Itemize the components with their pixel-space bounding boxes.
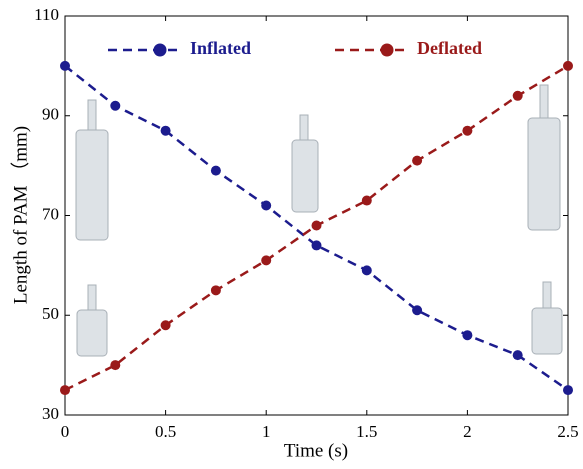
pam-photo xyxy=(299,114,309,141)
x-axis-label: Time (s) xyxy=(284,440,348,461)
data-point xyxy=(412,155,423,166)
pam-photo xyxy=(539,84,549,119)
data-point xyxy=(311,220,322,231)
data-point xyxy=(160,125,171,136)
data-point xyxy=(462,125,473,136)
y-tick-label: 50 xyxy=(42,304,59,323)
data-point xyxy=(512,90,523,101)
legend-label: Inflated xyxy=(190,38,251,58)
plot-frame xyxy=(64,15,569,416)
data-point xyxy=(210,285,221,296)
data-point xyxy=(60,60,70,71)
data-point xyxy=(563,60,573,71)
x-tick-label: 1 xyxy=(262,422,271,441)
pam-photo xyxy=(87,284,97,311)
pam-photos xyxy=(75,84,563,357)
data-point xyxy=(60,385,70,396)
legend-marker xyxy=(380,43,394,57)
data-point xyxy=(563,385,573,396)
data-point xyxy=(210,165,221,176)
data-point xyxy=(361,195,372,206)
data-point xyxy=(512,350,523,361)
pam-photo xyxy=(542,281,552,309)
data-point xyxy=(311,240,322,251)
y-tick-label: 90 xyxy=(42,105,59,124)
y-tick-label: 30 xyxy=(42,404,59,423)
pam-photo xyxy=(75,129,109,241)
legend-label: Deflated xyxy=(417,38,482,58)
x-tick-label: 1.5 xyxy=(356,422,377,441)
pam-photo xyxy=(531,307,563,355)
pam-photo xyxy=(76,309,108,357)
pam-photo xyxy=(527,117,561,231)
data-point xyxy=(110,360,121,371)
x-tick-label: 2 xyxy=(463,422,472,441)
data-point xyxy=(261,200,272,211)
data-point xyxy=(261,255,272,266)
x-tick-label: 0.5 xyxy=(155,422,176,441)
data-point xyxy=(462,330,473,341)
pam-photo xyxy=(87,99,97,131)
data-point xyxy=(160,320,171,331)
data-point xyxy=(361,265,372,276)
legend-marker xyxy=(153,43,167,57)
pam-photo xyxy=(291,139,319,213)
y-tick-label: 70 xyxy=(42,204,59,223)
y-axis-label: Length of PAM （mm) xyxy=(9,126,31,304)
x-tick-label: 2.5 xyxy=(557,422,578,441)
data-point xyxy=(110,100,121,111)
data-point xyxy=(412,305,423,316)
x-tick-label: 0 xyxy=(61,422,70,441)
y-tick-label: 110 xyxy=(34,5,59,24)
